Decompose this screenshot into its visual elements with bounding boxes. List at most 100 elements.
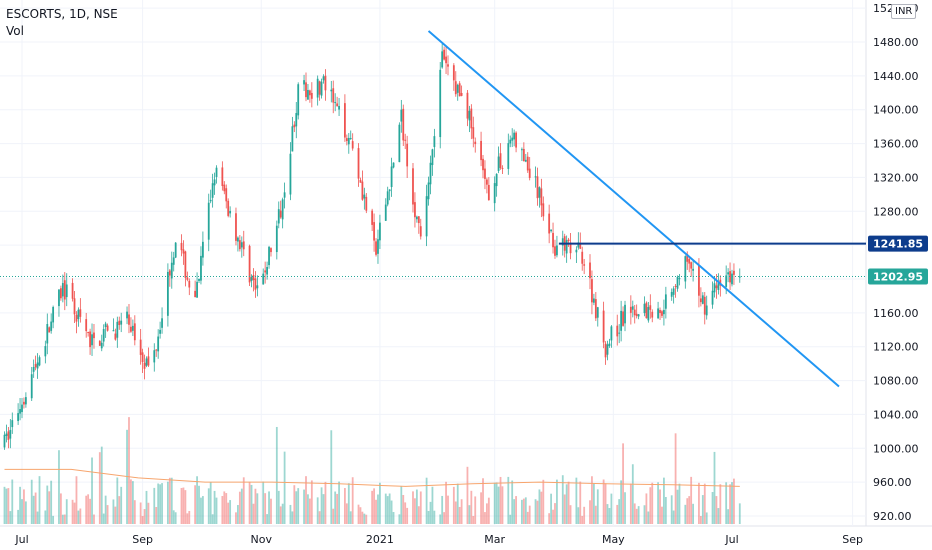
- volume-bar: [266, 514, 268, 524]
- volume-bar: [332, 508, 335, 524]
- volume-bar: [50, 480, 53, 524]
- candle-body: [250, 277, 253, 281]
- candle-body: [480, 140, 482, 161]
- y-tick-label: 1440.00: [873, 70, 919, 83]
- candle-body: [624, 304, 626, 324]
- volume-bar: [392, 512, 395, 524]
- candle-body: [297, 84, 300, 116]
- volume-bar: [447, 495, 449, 524]
- volume-bar: [147, 502, 150, 524]
- volume-bar: [238, 491, 241, 524]
- candle-body: [606, 344, 609, 355]
- volume-bar: [155, 507, 158, 524]
- candle-body: [581, 251, 584, 264]
- volume-bar: [664, 497, 667, 524]
- candle-body: [513, 132, 516, 140]
- volume-indicator-label[interactable]: Vol: [6, 24, 24, 38]
- candle-body: [659, 309, 661, 314]
- candle-body: [32, 367, 35, 372]
- candle-body: [699, 298, 702, 303]
- volume-bar: [223, 491, 226, 524]
- candle-body: [50, 321, 53, 331]
- y-tick-label: 920.00: [873, 510, 912, 523]
- candle-body: [100, 342, 103, 349]
- volume-bar: [468, 505, 471, 524]
- volume-bar: [48, 491, 51, 524]
- candle-body: [38, 357, 41, 366]
- volume-bar: [202, 496, 204, 524]
- candle-body: [277, 209, 280, 224]
- candle-body: [17, 413, 20, 422]
- candle-body: [460, 92, 463, 96]
- candle-body: [379, 222, 381, 241]
- candle-body: [713, 283, 716, 293]
- candle-body: [268, 246, 270, 266]
- volume-bar: [659, 489, 661, 524]
- candle-body: [98, 340, 101, 346]
- volume-bars: [3, 417, 741, 524]
- volume-bar: [398, 514, 401, 524]
- volume-bar: [221, 496, 224, 524]
- volume-bar: [711, 492, 714, 524]
- candle-body: [701, 295, 704, 304]
- volume-bar: [717, 508, 720, 524]
- volume-bar: [186, 513, 189, 524]
- candle-body: [60, 288, 62, 299]
- volume-bar: [303, 489, 305, 524]
- candle-body: [731, 273, 733, 285]
- volume-bar: [11, 479, 14, 524]
- candle-body: [170, 262, 173, 279]
- candle-body: [186, 277, 189, 280]
- y-tick-label: 1120.00: [873, 341, 919, 354]
- volume-bar: [106, 505, 109, 524]
- candle-body: [538, 187, 541, 198]
- candle-body: [213, 179, 216, 186]
- candle-body: [439, 69, 442, 138]
- candle-body: [647, 307, 650, 321]
- candle-body: [373, 222, 375, 241]
- volume-bar: [733, 478, 735, 524]
- candle-body: [279, 210, 282, 218]
- volume-bar: [439, 514, 442, 524]
- candle-body: [602, 310, 605, 343]
- candle-body: [629, 306, 632, 313]
- volume-bar: [390, 500, 393, 524]
- volume-bar: [705, 512, 708, 524]
- candle-body: [256, 285, 259, 289]
- volume-bar: [227, 502, 230, 524]
- candle-body: [63, 280, 66, 300]
- volume-bar: [540, 491, 543, 524]
- candle-body: [240, 242, 243, 248]
- candle-body: [281, 199, 284, 220]
- candle-body: [540, 188, 543, 206]
- candle-body: [266, 266, 268, 275]
- volume-bar: [71, 499, 74, 524]
- volume-bar: [275, 426, 278, 524]
- volume-bar: [684, 504, 687, 524]
- volume-bar: [207, 488, 210, 524]
- candle-body: [188, 280, 191, 288]
- volume-bar: [548, 513, 551, 524]
- candle-body: [155, 349, 158, 351]
- candle-body: [415, 216, 418, 220]
- candle-body: [308, 90, 311, 96]
- volume-bar: [441, 495, 444, 524]
- volume-bar: [460, 499, 463, 524]
- volume-bar: [534, 499, 537, 524]
- volume-bar: [184, 490, 187, 524]
- candle-body: [429, 162, 432, 185]
- candle-body: [552, 232, 554, 248]
- volume-bar: [297, 488, 300, 524]
- chart-grid: [0, 0, 932, 527]
- candle-body: [7, 431, 10, 440]
- y-tick-label: 1000.00: [873, 442, 919, 455]
- candle-body: [616, 325, 619, 337]
- candle-body: [443, 49, 446, 60]
- volume-bar: [168, 477, 171, 524]
- candle-body: [452, 65, 455, 81]
- volume-bar: [363, 513, 366, 524]
- volume-bar: [528, 505, 531, 524]
- candle-body: [166, 271, 169, 316]
- volume-bar: [157, 483, 160, 524]
